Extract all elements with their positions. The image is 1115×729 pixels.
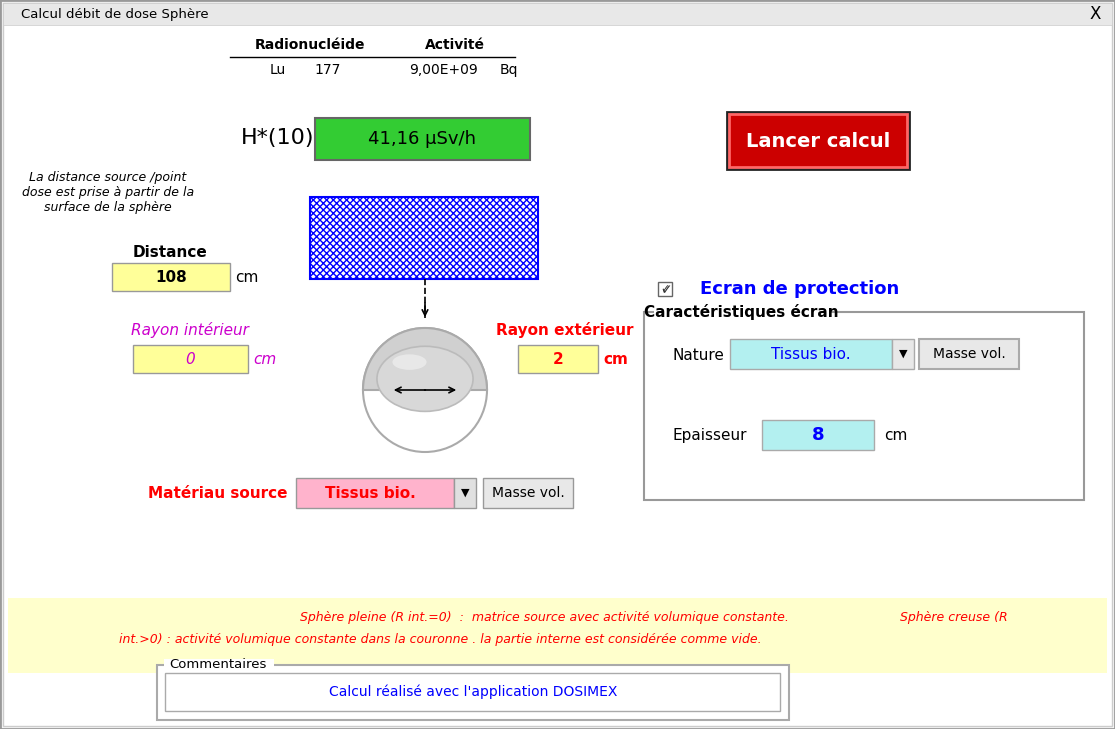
Text: Nature: Nature [672,348,724,362]
Bar [310,197,539,279]
Text: Caractéristiques écran: Caractéristiques écran [643,304,838,320]
Ellipse shape [377,346,473,411]
Bar [658,282,672,296]
Bar [644,312,1084,500]
Bar [157,665,789,720]
Text: ✓: ✓ [661,283,672,297]
Text: 108: 108 [155,270,187,284]
Bar [164,659,274,672]
Text: cm: cm [603,351,629,367]
Text: int.>0) : activité volumique constante dans la couronne . la partie interne est : int.>0) : activité volumique constante d… [118,634,762,647]
Text: Rayon intérieur: Rayon intérieur [132,322,249,338]
Text: 9,00E+09: 9,00E+09 [408,63,477,77]
Bar [112,263,230,291]
Text: H*(10): H*(10) [241,128,314,148]
Bar [483,478,573,508]
Text: 2: 2 [553,351,563,367]
Bar [295,478,454,508]
Bar [316,118,530,160]
Text: Calcul débit de dose Sphère: Calcul débit de dose Sphère [21,7,209,20]
Text: ▼: ▼ [899,349,908,359]
Text: Activité: Activité [425,38,485,52]
Text: cm: cm [884,427,908,443]
Text: Commentaires: Commentaires [169,658,266,671]
Text: Sphère pleine (R int.=0)  :  matrice source avec activité volumique constante.: Sphère pleine (R int.=0) : matrice sourc… [300,610,789,623]
Bar [518,345,598,373]
Text: Distance: Distance [133,244,207,260]
Text: Lancer calcul: Lancer calcul [746,131,890,150]
Bar [892,339,914,369]
Bar [919,339,1019,369]
Ellipse shape [392,354,427,370]
Text: 177: 177 [314,63,341,77]
Bar [655,304,828,320]
Text: 0: 0 [185,351,195,367]
Text: Tissus bio.: Tissus bio. [772,346,851,362]
Text: Rayon extérieur: Rayon extérieur [496,322,633,338]
Text: Masse vol.: Masse vol. [932,347,1006,361]
Bar [454,478,476,508]
Bar [133,345,248,373]
Text: Bq: Bq [500,63,518,77]
Text: cm: cm [253,351,277,367]
Text: Ecran de protection: Ecran de protection [700,280,900,298]
Text: ▼: ▼ [460,488,469,498]
Text: Epaisseur: Epaisseur [672,427,747,443]
Bar [730,339,892,369]
Text: Masse vol.: Masse vol. [492,486,564,500]
Text: 8: 8 [812,426,824,444]
Bar [3,3,1112,25]
Ellipse shape [363,328,487,452]
Bar [727,112,909,169]
Ellipse shape [363,328,487,452]
Bar [165,673,780,711]
Text: ✓: ✓ [660,284,670,294]
Bar [8,598,1107,673]
Text: Radionucléide: Radionucléide [254,38,366,52]
Bar [729,114,906,167]
Bar [358,390,492,462]
Text: cm: cm [235,270,259,284]
Text: Calcul réalisé avec l'application DOSIMEX: Calcul réalisé avec l'application DOSIME… [329,685,618,699]
Bar [762,420,874,450]
Text: La distance source /point
dose est prise à partir de la
surface de la sphère: La distance source /point dose est prise… [22,171,194,214]
Text: Matériau source: Matériau source [148,486,288,501]
Text: Lu: Lu [270,63,287,77]
Text: X: X [1089,5,1101,23]
Text: Sphère creuse (R: Sphère creuse (R [900,610,1008,623]
Text: Tissus bio.: Tissus bio. [324,486,416,501]
Text: 41,16 µSv/h: 41,16 µSv/h [368,130,476,148]
